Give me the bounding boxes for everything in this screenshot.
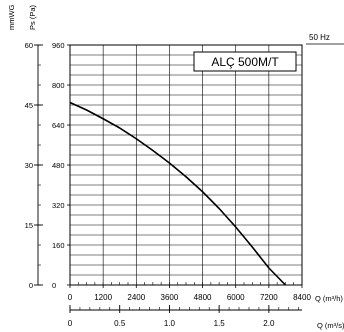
y-tick-label-pa: 480 xyxy=(52,161,65,170)
y-tick-label-pa: 800 xyxy=(52,81,65,90)
x-tick-label-m3h: 1200 xyxy=(94,293,112,302)
y-tick-label-pa: 160 xyxy=(52,241,65,250)
x-tick-label-m3s: 1.5 xyxy=(214,319,226,328)
y-axis-title-mmwg: mmWG xyxy=(7,4,16,30)
series-layer xyxy=(69,101,287,286)
x-tick-label-m3s: 2.0 xyxy=(263,319,275,328)
x-tick-label-m3h: 7200 xyxy=(260,293,278,302)
performance-curve xyxy=(69,101,287,286)
y-tick-label-pa: 960 xyxy=(52,41,65,50)
x-tick-label-m3h: 0 xyxy=(68,293,73,302)
x-axis-title-m3h: Q (m³/h) xyxy=(315,294,343,303)
x-tick-label-m3s: 0.5 xyxy=(114,319,126,328)
frequency-label: 50 Hz xyxy=(309,33,330,42)
y-tick-label-mmwg: 30 xyxy=(25,161,33,170)
axes: 0 1200 2400 3600 4800 6000 7200 840001603204806… xyxy=(25,41,312,328)
x-tick-label-m3s: 1.0 xyxy=(164,319,176,328)
x-axis-title-m3s: Q (m³/s) xyxy=(317,321,344,330)
y-axis-title-pa: Ps (Pa) xyxy=(28,4,37,30)
y-tick-label-pa: 640 xyxy=(52,121,65,130)
chart-title: ALÇ 500M/T xyxy=(211,55,279,69)
y-tick-label-pa: 0 xyxy=(52,281,56,290)
x-tick-label-m3h: 8400 xyxy=(293,293,311,302)
grid xyxy=(69,44,303,286)
y-tick-label-mmwg: 60 xyxy=(25,41,33,50)
y-tick-label-pa: 320 xyxy=(52,201,65,210)
title-box xyxy=(193,51,297,72)
x-tick-label-m3s: 0 xyxy=(68,319,73,328)
y-tick-label-mmwg: 45 xyxy=(25,101,33,110)
y-tick-label-mmwg: 0 xyxy=(29,281,33,290)
x-tick-label-m3h: 4800 xyxy=(194,293,212,302)
x-tick-label-m3h: 3600 xyxy=(161,293,179,302)
y-tick-label-mmwg: 15 xyxy=(25,221,33,230)
x-tick-label-m3h: 6000 xyxy=(227,293,245,302)
x-tick-label-m3h: 2400 xyxy=(127,293,145,302)
